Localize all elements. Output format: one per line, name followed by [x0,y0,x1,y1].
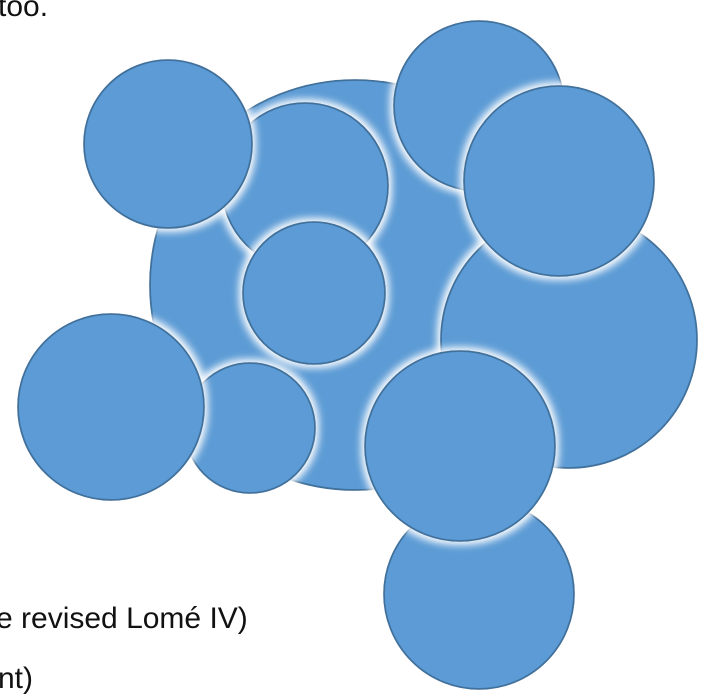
circle-upper-right [463,85,655,277]
text-fragment-lome: e revised Lomé IV) [0,602,248,635]
circle-lower-left-inner [184,362,316,494]
circle-lower-right [364,350,556,542]
text-fragment-bottom: nt) [0,662,34,695]
circle-lower-left [17,313,205,501]
text-fragment-top: too. [0,0,49,23]
circle-top-left [83,59,253,229]
circle-center-small [242,221,386,365]
